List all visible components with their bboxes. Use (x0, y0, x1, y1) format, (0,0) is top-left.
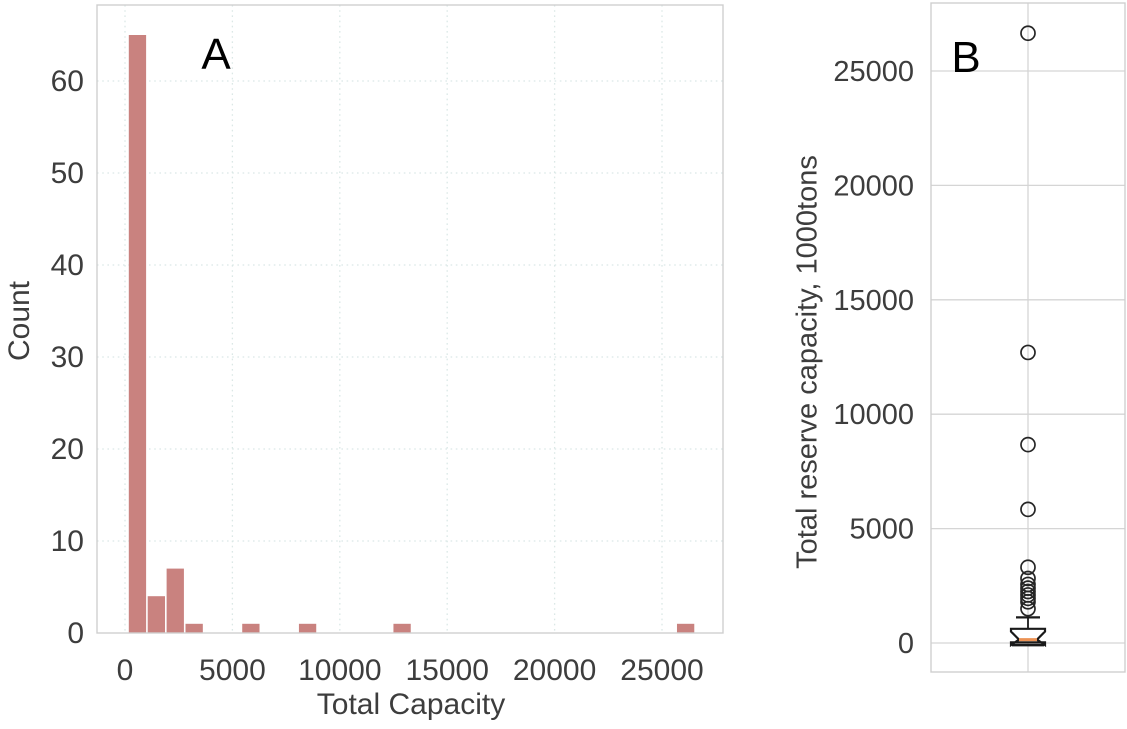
outlier-point (1020, 570, 1036, 587)
histogram-bar (128, 35, 147, 633)
x-tick-label: 25000 (620, 654, 703, 687)
y-axis-title-b: Total reserve capacity, 1000tons (791, 155, 824, 569)
y-tick-label: 0 (67, 617, 84, 650)
x-tick-label: 20000 (513, 654, 596, 687)
y-tick-label: 10000 (833, 399, 914, 431)
histogram-bar (393, 623, 411, 633)
x-tick-label: 10000 (298, 654, 381, 687)
y-tick-label: 5000 (849, 514, 914, 546)
panel-letter-b: B (951, 33, 981, 82)
outlier-point (1020, 436, 1036, 453)
histogram-bar (298, 623, 317, 633)
y-tick-label: 50 (51, 157, 84, 190)
outlier-point (1020, 593, 1036, 610)
x-axis-title-a: Total Capacity (316, 688, 506, 721)
y-tick-label: 15000 (833, 285, 914, 317)
y-axis-title-a: Count (3, 280, 36, 362)
y-tick-label: 30 (51, 341, 84, 374)
histogram-bar (185, 623, 203, 633)
y-tick-label: 10 (51, 525, 84, 558)
x-tick-label: 15000 (405, 654, 488, 687)
histogram-bar (147, 596, 166, 633)
boxplot-panel-b: 0 5000 10000 15000 20000 25000 (833, 2, 1126, 673)
histogram-bar (676, 623, 695, 633)
x-tick-label: 0 (117, 654, 134, 687)
y-tick-label: 0 (898, 628, 914, 660)
x-tick-label: 5000 (199, 654, 266, 687)
plot-border (930, 2, 1126, 673)
y-tick-label: 40 (51, 249, 84, 282)
y-tick-label: 20000 (833, 170, 914, 202)
y-tick-label: 60 (51, 65, 84, 98)
y-tick-label: 25000 (833, 56, 914, 88)
outlier-point (1020, 501, 1036, 518)
outlier-point (1020, 559, 1036, 576)
histogram-bar (242, 623, 260, 633)
notched-box (1009, 627, 1047, 648)
histogram-panel-a: 0 10 20 30 40 50 60 0 5000 10000 15000 20000 25000 (51, 4, 724, 687)
plot-border (96, 4, 724, 634)
y-tick-label: 20 (51, 433, 84, 466)
histogram-bar (166, 568, 184, 633)
outlier-point (1020, 25, 1036, 42)
outlier-point (1020, 600, 1036, 617)
outlier-point (1020, 344, 1036, 361)
panel-letter-a: A (201, 30, 231, 79)
